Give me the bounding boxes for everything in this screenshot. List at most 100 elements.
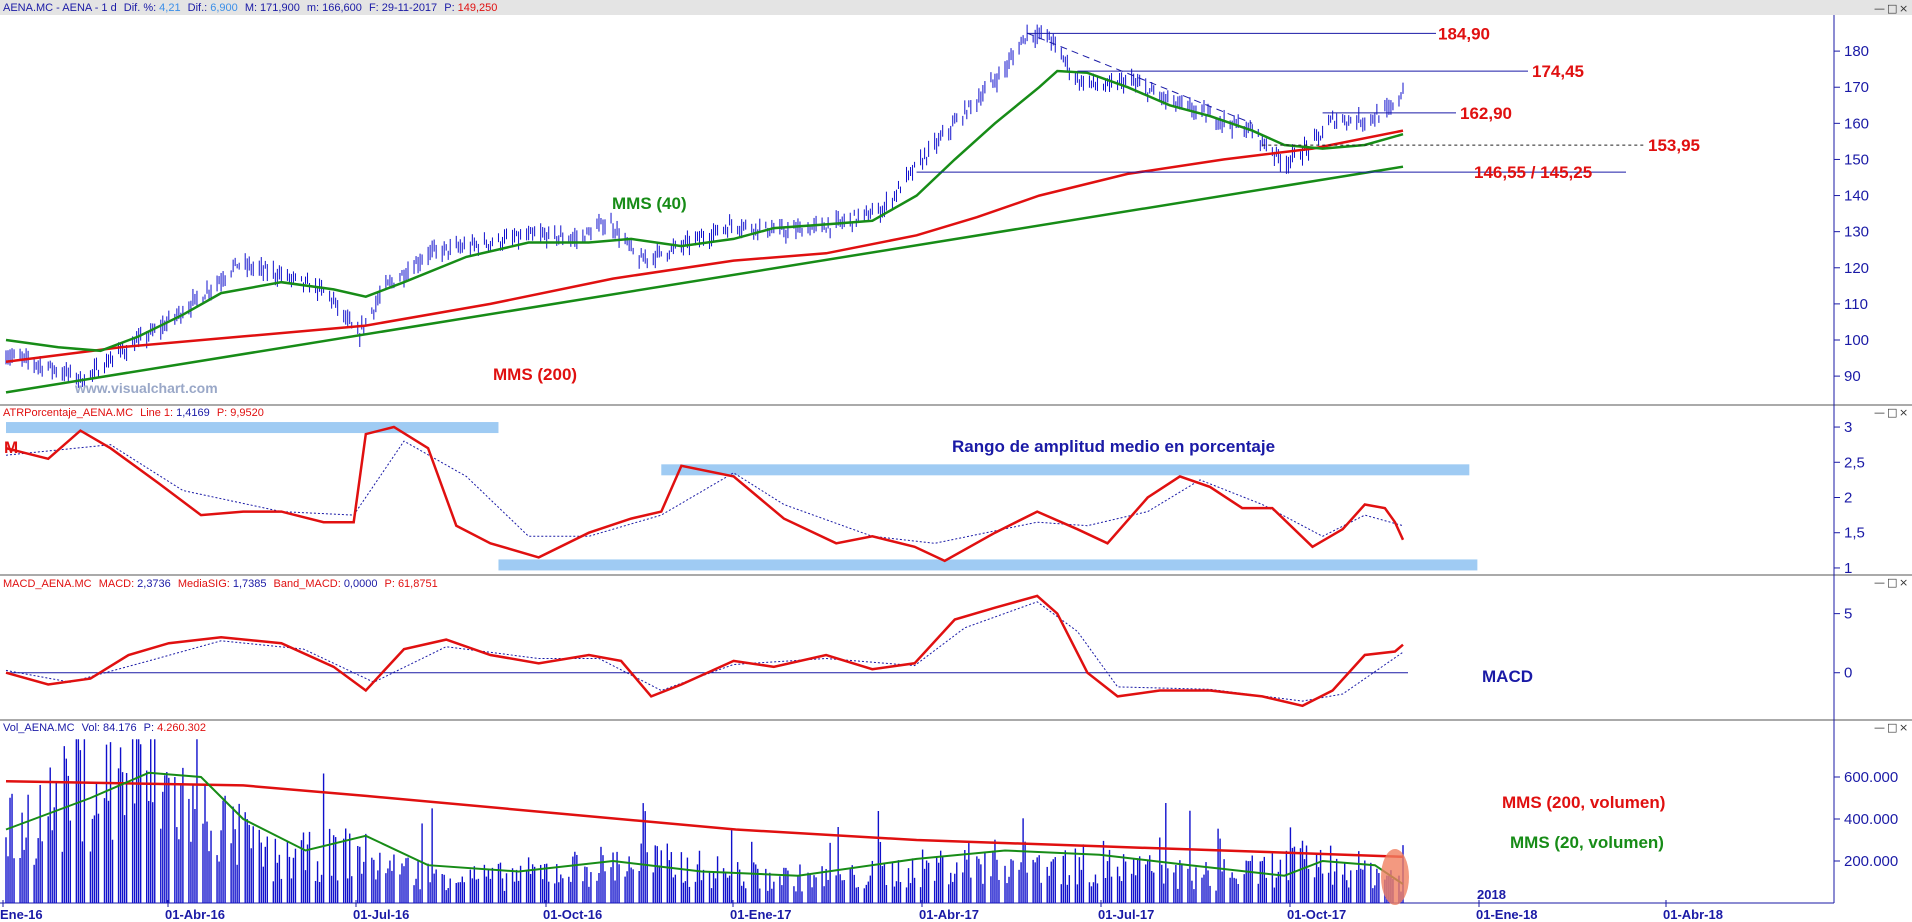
volume-header-value: 4.260.302 [157, 722, 206, 734]
x-tick-label: 01-Ene-17 [730, 907, 791, 922]
level-label: 174,45 [1532, 62, 1584, 81]
price-header-value: 171,900 [260, 2, 300, 14]
price-header-value: 4,21 [159, 2, 180, 14]
macd-header-label: MediaSIG: [178, 578, 230, 590]
macd-window-controls: — □ × [1874, 576, 1908, 589]
atr-window-controls: — □ × [1874, 406, 1908, 419]
price-header-value: 149,250 [458, 2, 498, 14]
y-tick-label: 5 [1844, 606, 1852, 623]
volume-window-controls: — □ × [1874, 721, 1908, 734]
mms200-line [5, 129, 1404, 363]
macd-header-value: 61,8751 [398, 578, 438, 590]
resistance-dashed-line [1026, 32, 1253, 124]
macd-header-label: P: [385, 578, 395, 590]
maximize-icon[interactable]: □ [1887, 406, 1897, 419]
atr-corner-label: M [4, 438, 18, 457]
x-tick-label: 01-Jul-17 [1098, 907, 1154, 922]
atr-band [661, 464, 1470, 476]
x-tick-label: Ene-16 [0, 907, 43, 922]
atr-bands [6, 422, 1478, 571]
mms40-line [5, 69, 1404, 353]
price-header-value: 6,900 [210, 2, 238, 14]
atr-header-value: 9,9520 [230, 407, 264, 419]
macd-header-title: MACD_AENA.MC [3, 578, 92, 590]
volume-mms200-label: MMS (200, volumen) [1502, 793, 1665, 812]
atr-panel-title: Rango de amplitud medio en porcentaje [952, 437, 1275, 456]
x-tick-label: 01-Ene-18 [1476, 907, 1537, 922]
macd-signal-line [5, 601, 1404, 702]
level-label: 153,95 [1648, 136, 1700, 155]
maximize-icon[interactable]: □ [1887, 2, 1897, 15]
volume-header-label: P: [144, 722, 154, 734]
volume-header-title: Vol_AENA.MC [3, 722, 75, 734]
price-window-controls: — □ × [1874, 2, 1908, 15]
y-tick-label: 110 [1844, 296, 1868, 313]
y-tick-label: 2 [1844, 490, 1852, 507]
maximize-icon[interactable]: □ [1887, 576, 1897, 589]
level-label: 184,90 [1438, 24, 1490, 43]
volume-mms20-line [5, 771, 1404, 885]
y-tick-label: 170 [1844, 79, 1869, 96]
price-header-label: M: [245, 2, 257, 14]
level-label: 146,55 / 145,25 [1474, 163, 1592, 182]
y-tick-label: 130 [1844, 224, 1869, 241]
atr-panel-header-text: ATRPorcentaje_AENA.MC Line 1: 1,4169 P: 9,… [3, 407, 264, 419]
price-header-label: m: [307, 2, 319, 14]
x-tick-label: 01-Jul-16 [353, 907, 409, 922]
x-tick-label: 01-Oct-17 [1287, 907, 1346, 922]
price-panel-header-text: AENA.MC - AENA - 1 d Dif. %: 4,21 Dif.: 6,… [3, 2, 497, 14]
close-icon[interactable]: × [1899, 576, 1908, 589]
volume-bars [5, 739, 1404, 903]
volume-mms200-line [5, 779, 1404, 859]
y-tick-label: 120 [1844, 260, 1869, 277]
watermark: www.visualchart.com [74, 380, 218, 396]
volume-panel-header-text: Vol_AENA.MC Vol: 84.176 P: 4.260.302 [3, 722, 206, 734]
macd-header-label: MACD: [99, 578, 134, 590]
minimize-icon[interactable]: — [1874, 2, 1885, 15]
y-axis-ticks: 90 100 110 120 130 140 150 160 170 180 1 1,5 2 2,5 3 0 5… [1834, 43, 1898, 870]
mms200-label: MMS (200) [493, 365, 577, 384]
support-trend-line [5, 165, 1404, 394]
atr-band [6, 422, 499, 434]
price-header-label: F: [369, 2, 379, 14]
atr-line [5, 425, 1405, 563]
price-levels: 184,90 174,45 162,90 153,95 146,55 / 145,25 [916, 24, 1700, 182]
macd-header-value: 0,0000 [344, 578, 378, 590]
mms40-label: MMS (40) [612, 194, 687, 213]
close-icon[interactable]: × [1899, 721, 1908, 734]
minimize-icon[interactable]: — [1874, 721, 1885, 734]
x-tick-label: 01-Oct-16 [543, 907, 602, 922]
maximize-icon[interactable]: □ [1887, 721, 1897, 734]
y-tick-label: 160 [1844, 115, 1869, 132]
minimize-icon[interactable]: — [1874, 576, 1885, 589]
y-tick-label: 150 [1844, 151, 1869, 168]
price-header-label: Dif. %: [124, 2, 156, 14]
volume-mms20-label: MMS (20, volumen) [1510, 833, 1664, 852]
level-label: 162,90 [1460, 104, 1512, 123]
x-tick-label: 01-Abr-18 [1663, 907, 1723, 922]
x-tick-label: 01-Abr-16 [165, 907, 225, 922]
y-tick-label: 140 [1844, 188, 1869, 205]
y-tick-label: 2,5 [1844, 454, 1865, 471]
macd-panel-header-text: MACD_AENA.MC MACD: 2,3736 MediaSIG: 1,7385… [3, 578, 438, 590]
atr-header-value: 1,4169 [176, 407, 210, 419]
macd-label: MACD [1482, 667, 1533, 686]
panel-frame [0, 15, 1912, 904]
x-tick-label: 01-Abr-17 [919, 907, 979, 922]
macd-header-value: 1,7385 [233, 578, 267, 590]
macd-line [5, 594, 1404, 708]
x-axis-ticks: Ene-16 01-Abr-16 01-Jul-16 01-Oct-16 01-Ene-… [0, 887, 1723, 922]
y-tick-label: 0 [1844, 665, 1852, 682]
macd-header-label: Band_MACD: [274, 578, 341, 590]
y-tick-label: 180 [1844, 43, 1869, 60]
minimize-icon[interactable]: — [1874, 406, 1885, 419]
atr-header-title: ATRPorcentaje_AENA.MC [3, 407, 133, 419]
y-tick-label: 600.000 [1844, 769, 1898, 786]
close-icon[interactable]: × [1899, 406, 1908, 419]
price-panel-header [0, 0, 1912, 15]
close-icon[interactable]: × [1899, 2, 1908, 15]
y-tick-label: 400.000 [1844, 811, 1898, 828]
y-tick-label: 3 [1844, 419, 1852, 436]
atr-signal-line [5, 440, 1404, 544]
